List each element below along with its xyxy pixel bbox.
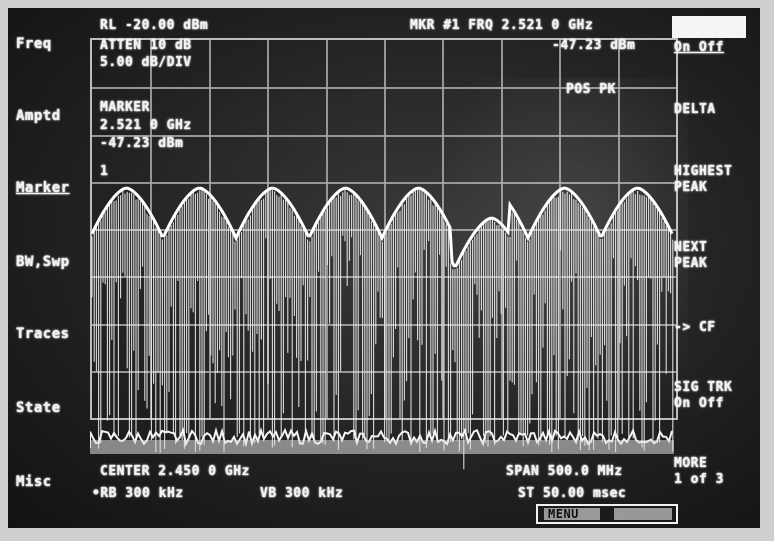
menu-segment-right	[614, 508, 672, 520]
more-line1: MORE	[674, 456, 708, 471]
graticule-hline	[92, 323, 676, 326]
marker-title: MARKER	[100, 100, 150, 115]
graticule-hline	[92, 370, 676, 373]
resolution-bandwidth: •RB 300 kHz	[92, 486, 184, 501]
amptd-key[interactable]: Amptd	[16, 108, 61, 124]
marker-on-off-highlight	[672, 16, 746, 38]
bw-swp-key[interactable]: BW,Swp	[16, 254, 70, 270]
marker-on-off-key[interactable]: On Off	[674, 40, 724, 55]
noise-floor	[90, 426, 673, 448]
more-key[interactable]: MORE 1 of 3	[674, 456, 724, 488]
detector-mode: POS PK	[566, 82, 616, 97]
highest-peak-line1: HIGHEST	[674, 164, 733, 179]
state-key[interactable]: State	[16, 400, 61, 416]
next-peak-line1: NEXT	[674, 240, 708, 255]
spectrum-analyzer-screen: RL -20.00 dBm MKR #1 FRQ 2.521 0 GHz -47…	[8, 8, 760, 528]
trace-envelope	[90, 186, 674, 268]
misc-key[interactable]: Misc	[16, 474, 52, 490]
marker-frequency-readout: MKR #1 FRQ 2.521 0 GHz	[410, 18, 594, 33]
marker-frequency: 2.521 0 GHz	[100, 118, 192, 133]
freq-key[interactable]: Freq	[16, 36, 52, 52]
signal-track-key[interactable]: SIG TRK On Off	[674, 380, 732, 412]
traces-key[interactable]: Traces	[16, 326, 70, 342]
graticule-hline	[92, 276, 676, 279]
spectrum-trace	[90, 186, 674, 470]
menu-indicator[interactable]: MENU	[536, 504, 678, 524]
marker-to-cf-key[interactable]: -> CF	[674, 320, 716, 335]
next-peak-line2: PEAK	[674, 256, 708, 271]
graticule-hline	[92, 181, 676, 184]
signal-track-line1: SIG TRK	[674, 380, 733, 395]
highest-peak-line2: PEAK	[674, 180, 708, 195]
scale-setting: 5.00 dB/DIV	[100, 55, 192, 70]
menu-segment-left	[544, 508, 600, 520]
span-setting: SPAN 500.0 MHz	[506, 464, 623, 479]
marker-key[interactable]: Marker	[16, 180, 70, 196]
video-bandwidth: VB 300 kHz	[260, 486, 344, 501]
signal-track-line2: On Off	[674, 396, 724, 411]
attenuation-setting: ATTEN 10 dB	[100, 38, 192, 53]
sweep-time: ST 50.00 msec	[518, 486, 627, 501]
next-peak-key[interactable]: NEXT PEAK	[674, 240, 707, 272]
marker-number-label: 1	[100, 164, 109, 179]
more-line2: 1 of 3	[674, 472, 724, 487]
graticule-hline	[92, 229, 676, 231]
marker-amplitude-readout: -47.23 dBm	[552, 38, 636, 53]
trace-strokes	[91, 188, 674, 470]
delta-key[interactable]: DELTA	[674, 102, 716, 117]
menu-label: MENU	[548, 507, 579, 521]
noise-band	[90, 440, 674, 454]
marker-amplitude: -47.23 dBm	[100, 136, 184, 151]
highest-peak-key[interactable]: HIGHEST PEAK	[674, 164, 732, 196]
graticule-hline	[92, 134, 676, 137]
reference-level: RL -20.00 dBm	[100, 18, 209, 33]
center-frequency: CENTER 2.450 0 GHz	[100, 464, 250, 479]
graticule-hline	[92, 87, 676, 90]
